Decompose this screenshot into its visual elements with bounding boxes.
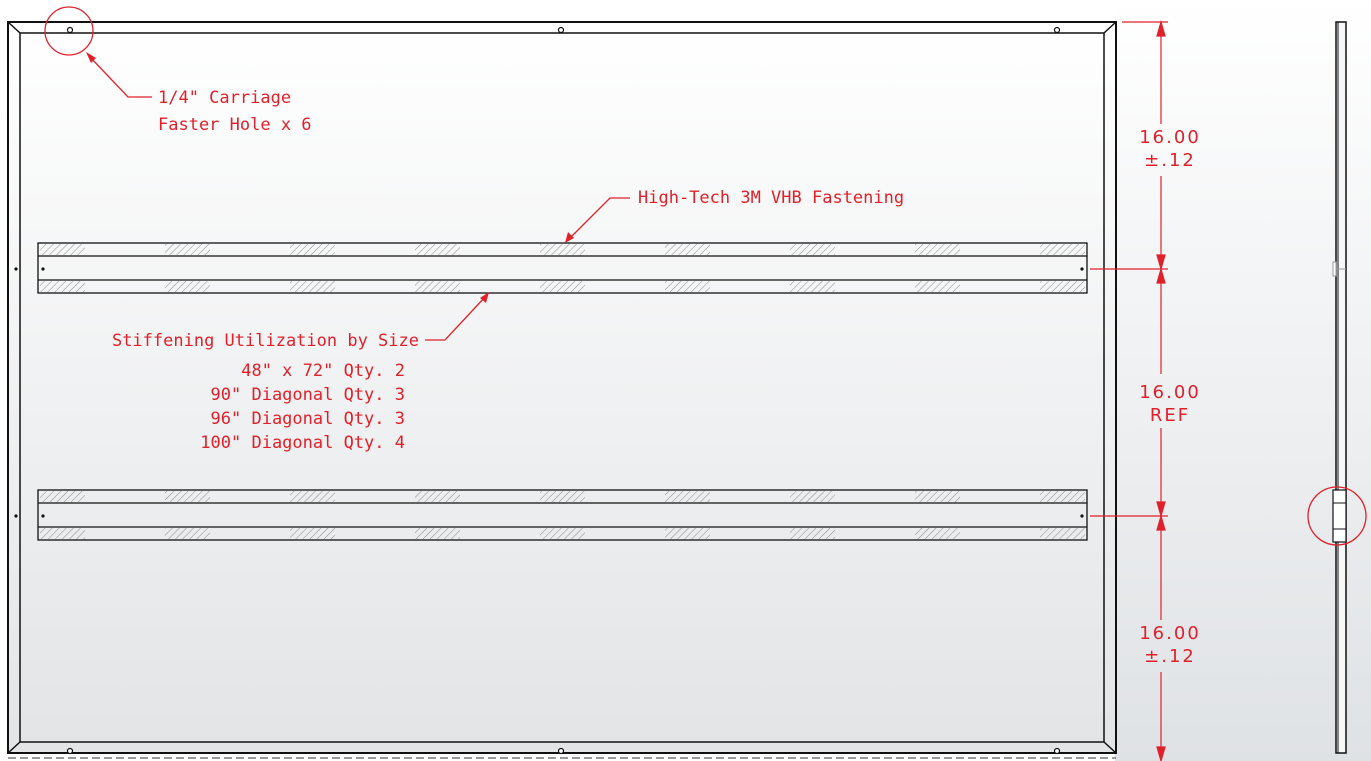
dim-arrow-icon [1156,513,1166,531]
vhb-pad [1040,528,1085,539]
fastener-hole [557,747,565,755]
vhb-pad [665,491,710,502]
vhb-pad [915,491,960,502]
dim-top-tolerance: ±.12 [1144,150,1196,171]
vhb-pad [790,528,835,539]
dim-arrow-icon [1156,266,1166,284]
stiffening-line: 96" Diagonal Qty. 3 [211,409,405,429]
fastener-hole [1053,747,1061,755]
detail-circle [1307,486,1367,546]
vhb-pad [165,528,210,539]
vhb-pad [915,281,960,292]
dimension-chain [1090,19,1168,761]
right-side-background [1115,0,1371,761]
fastener-hole [1053,26,1061,34]
stiffening-line: 90" Diagonal Qty. 3 [211,385,405,405]
vhb-pad [165,244,210,255]
vhb-pad [40,491,85,502]
vhb-pad [540,528,585,539]
callout-circle [44,6,94,56]
arrow-head-icon [565,232,574,243]
vhb-pad [415,491,460,502]
vhb-pad [915,244,960,255]
arrow-head-icon [86,52,96,63]
vhb-pad [290,281,335,292]
carriage-hole-label-line-1: 1/4" Carriage [158,88,291,108]
stiffener-bar [37,489,1088,541]
fastener-hole [557,26,565,34]
vhb-pad [665,528,710,539]
vhb-callout: High-Tech 3M VHB Fastening [565,188,904,243]
side-points [14,267,18,518]
arrow-head-icon [480,292,489,303]
vhb-pad [665,244,710,255]
vhb-pad [415,528,460,539]
vhb-pad [915,528,960,539]
dim-bottom-value: 16.00 [1139,623,1201,644]
dim-arrow-icon [1156,746,1166,761]
dimension-labels: 16.00 ±.12 16.00 REF 16.00 ±.12 [1139,127,1201,667]
vhb-pad [290,491,335,502]
vhb-pad [165,491,210,502]
dim-arrow-icon [1156,501,1166,519]
stiffener-bar [37,242,1088,294]
vhb-pad [40,244,85,255]
panel-frame [7,21,1117,759]
dim-top-value: 16.00 [1139,127,1201,148]
stiffener-bars [37,242,1088,541]
carriage-hole-callout: 1/4" Carriage Faster Hole x 6 [44,6,312,135]
vhb-pad [40,281,85,292]
vhb-pad [1040,491,1085,502]
stiffening-line: 100" Diagonal Qty. 4 [200,433,405,453]
fastener-hole [66,747,74,755]
vhb-pad [415,281,460,292]
carriage-hole-label-line-2: Faster Hole x 6 [158,115,312,135]
stiffening-callout: Stiffening Utilization by Size 48" x 72"… [112,292,489,453]
vhb-pad [790,244,835,255]
dim-middle-ref: REF [1150,405,1190,426]
vhb-pad [165,281,210,292]
vhb-label: High-Tech 3M VHB Fastening [638,188,904,208]
dim-arrow-icon [1156,19,1166,37]
vhb-pad [40,528,85,539]
dim-middle-value: 16.00 [1139,382,1201,403]
vhb-pad [1040,281,1085,292]
stiffening-title: Stiffening Utilization by Size [112,331,419,351]
vhb-pad [790,281,835,292]
dim-bottom-tolerance: ±.12 [1144,646,1196,667]
vhb-pad [290,244,335,255]
vhb-pad [540,491,585,502]
vhb-pad [415,244,460,255]
vhb-pad [1040,244,1085,255]
vhb-pad [540,244,585,255]
vhb-pad [290,528,335,539]
dim-arrow-icon [1156,254,1166,272]
fastener-hole [66,26,74,34]
side-view-profile [1307,21,1367,754]
stiffening-line: 48" x 72" Qty. 2 [241,361,405,381]
vhb-pad [540,281,585,292]
vhb-pad [790,491,835,502]
vhb-pad [665,281,710,292]
carriage-fastener-holes [66,26,1061,755]
